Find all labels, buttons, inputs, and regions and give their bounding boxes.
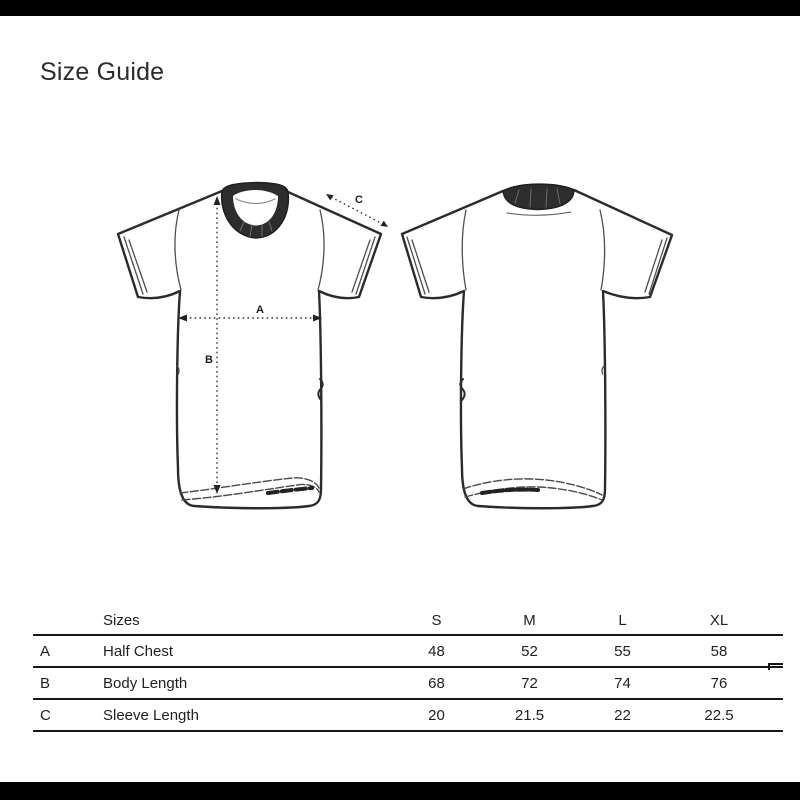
letterbox-top-bar [0,0,800,16]
table-row-body-length: B Body Length 68 72 74 76 [33,668,783,700]
back-collar-ribbing [514,188,561,208]
header-size-m: M [523,612,536,629]
back-body-outline [400,185,674,510]
measurement-c-arrow-top [326,194,334,201]
measurement-c-sleeve-length: C [326,194,388,227]
front-collar [220,181,290,239]
front-left-cuff-stitching [123,236,148,295]
row-value-m: 52 [521,642,538,660]
back-seam-details [406,209,668,375]
back-left-armhole-seam [461,209,467,291]
measurement-c-label: C [355,194,363,206]
measurement-a-arrow-left [178,314,187,322]
measurement-a-arrow-right [313,314,322,322]
row-value-xl: 76 [710,674,728,692]
row-measure-name: Sleeve Length [103,706,199,724]
header-size-xl: XL [709,612,729,629]
row-value-m: 72 [521,674,538,692]
page-title: Size Guide [40,58,165,86]
row-letter: B [40,674,51,692]
header-sizes-label: Sizes [103,612,140,629]
back-collar-band [502,183,575,211]
row-value-l: 22 [614,706,631,724]
front-hem-thick-stitch [266,486,314,495]
front-hem-wave-lower [181,483,320,501]
row-value-s: 68 [428,674,445,692]
row-letter: A [40,642,51,660]
row-measure-name: Body Length [103,674,188,692]
back-hem-thick-stitch [480,487,540,495]
row-value-s: 20 [428,706,445,724]
header-letter-cell [33,628,103,634]
row-value-l: 74 [614,674,631,692]
row-value-s: 48 [428,642,445,660]
back-left-seam-squiggle [459,378,466,401]
back-side-seam-notch [601,365,605,375]
measurement-a-label: A [256,304,264,316]
rule-right-stub [770,663,783,665]
measurement-b-body-length: B [205,196,221,494]
front-hem-wave-upper [179,477,320,494]
back-collar [502,183,575,216]
table-row-half-chest: A Half Chest 48 52 55 58 [33,636,783,668]
row-value-xl: 22.5 [704,706,734,724]
measurement-c-line [330,196,384,225]
front-collar-seam-line [235,198,276,205]
measurement-b-label: B [205,354,213,366]
front-left-armhole-seam [174,209,182,291]
size-table: Sizes S M L XL A Half Chest 48 52 55 58 … [33,600,783,732]
row-value-l: 55 [614,642,631,660]
back-hem-wave-upper [462,478,603,496]
back-right-cuff-stitching [644,237,668,295]
front-right-seam-squiggle [317,378,324,401]
row-letter: C [40,706,51,724]
size-table-header-row: Sizes S M L XL [33,600,783,636]
back-collar-seam-line [506,211,572,216]
table-row-sleeve-length: C Sleeve Length 20 21.5 22 22.5 [33,700,783,732]
measurement-annotations: A B C [178,194,388,494]
measurement-b-arrow-bottom [213,485,221,494]
rule-right-jog [768,663,770,670]
front-hem-stitching [179,477,320,501]
back-right-armhole-seam [599,209,606,291]
front-seam-details [123,209,376,375]
letterbox-bottom-bar [0,782,800,800]
row-measure-name: Half Chest [103,642,174,660]
measurement-b-arrow-top [213,196,221,205]
front-right-cuff-stitching [351,236,376,295]
back-shirt-drawing [400,183,674,510]
header-size-s: S [431,612,442,629]
header-size-l: L [618,612,627,629]
measurement-a-half-chest: A [178,304,322,322]
front-side-seam-notch [176,365,180,375]
front-collar-opening [233,190,278,226]
front-body-outline [116,186,383,510]
back-left-cuff-stitching [406,236,430,295]
front-right-armhole-seam [317,209,325,291]
measurement-c-arrow-bottom [380,220,388,227]
front-shirt-drawing [116,181,383,510]
row-value-xl: 58 [710,642,728,660]
front-collar-ribbing [239,221,273,237]
row-value-m: 21.5 [514,706,545,724]
